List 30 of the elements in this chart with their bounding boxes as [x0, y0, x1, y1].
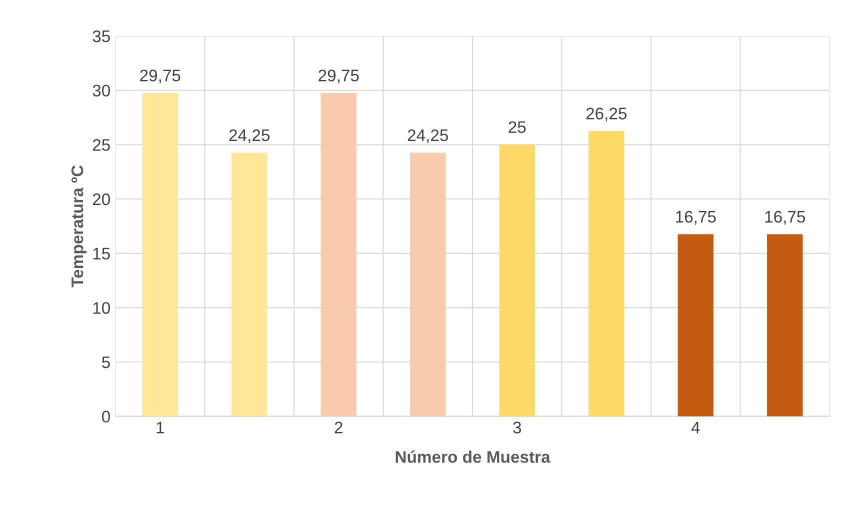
bar [678, 234, 714, 416]
bar [410, 152, 446, 416]
x-tick-label: 1 [156, 422, 164, 434]
bar [499, 144, 535, 416]
bar [232, 152, 268, 416]
x-tick-label: 4 [691, 422, 700, 434]
bar [767, 234, 803, 416]
y-tick-label: 25 [92, 139, 110, 151]
x-tick-label: 2 [334, 422, 342, 434]
data-label: 16,75 [765, 210, 806, 225]
y-tick-label: 5 [102, 356, 110, 368]
y-tick-label: 0 [102, 410, 110, 423]
x-axis-title: Número de Muestra [396, 450, 550, 463]
y-tick-label: 10 [93, 302, 110, 314]
y-axis-title: Temperatura ºC [71, 165, 87, 288]
data-label: 25 [508, 121, 526, 134]
y-tick-label: 15 [93, 248, 110, 260]
y-tick-label: 20 [92, 193, 110, 206]
data-label: 24,25 [229, 129, 270, 144]
y-tick-label: 30 [92, 84, 110, 97]
x-tick-label: 3 [513, 422, 522, 434]
data-label: 24,25 [408, 129, 448, 144]
data-label: 29,75 [318, 70, 359, 84]
data-label: 26,25 [586, 108, 627, 122]
bar [320, 93, 356, 416]
y-tick-label: 35 [92, 30, 110, 42]
data-label: 29,75 [140, 70, 180, 84]
bar [588, 131, 624, 416]
data-label: 16,75 [676, 210, 716, 225]
bar [142, 93, 178, 416]
